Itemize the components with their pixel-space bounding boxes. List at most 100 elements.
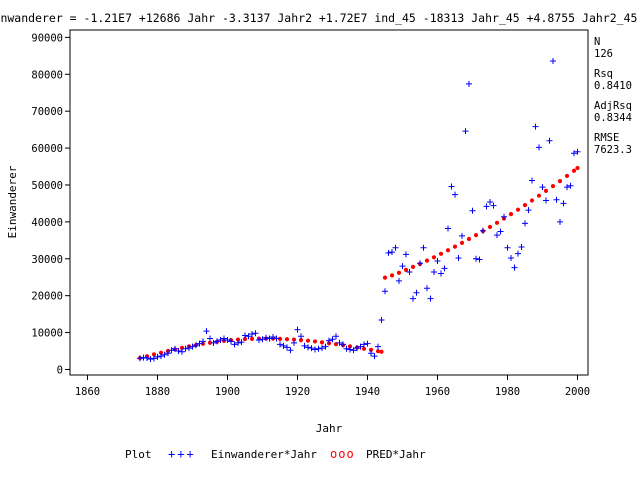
observed-point	[340, 341, 346, 348]
observed-point	[504, 244, 511, 251]
observed-point	[459, 232, 465, 239]
y-tick-label: 20000	[31, 291, 63, 303]
pred-point	[508, 212, 514, 217]
observed-point	[158, 353, 164, 360]
observed-point	[231, 341, 238, 348]
observed-point	[364, 340, 371, 347]
stat-label: Rsq	[594, 68, 613, 80]
observed-point	[137, 355, 143, 362]
observed-point	[151, 355, 157, 362]
pred-point	[452, 244, 458, 249]
observed-point	[193, 342, 199, 349]
observed-point	[308, 345, 315, 352]
observed-point	[210, 339, 217, 346]
observed-point	[336, 339, 343, 346]
observed-point	[322, 343, 329, 350]
observed-point	[389, 249, 395, 256]
pred-point	[403, 267, 409, 272]
observed-point	[455, 255, 462, 262]
observed-point	[287, 347, 294, 354]
observed-point	[501, 213, 507, 220]
observed-point	[228, 338, 234, 345]
plot-frame	[69, 29, 589, 376]
observed-point	[385, 249, 392, 256]
observed-point	[242, 332, 248, 339]
observed-point	[420, 244, 427, 251]
observed-point	[571, 150, 577, 157]
observed-point	[361, 341, 367, 348]
observed-point	[214, 338, 220, 345]
pred-point	[312, 339, 318, 344]
observed-point	[480, 227, 486, 234]
observed-point	[525, 207, 532, 214]
observed-point	[217, 336, 224, 343]
observed-point	[441, 265, 448, 272]
observed-point	[270, 333, 276, 340]
observed-point	[200, 338, 206, 345]
observed-point	[284, 344, 290, 351]
x-tick-label: 1860	[75, 386, 100, 398]
pred-point	[494, 220, 500, 225]
stat-value: 126	[594, 48, 613, 60]
pred-point	[550, 183, 556, 189]
observed-point	[291, 339, 297, 346]
x-tick-label: 1880	[145, 386, 170, 398]
observed-point	[497, 228, 504, 235]
pred-point	[305, 338, 311, 343]
observed-point	[350, 347, 357, 354]
pred-point	[249, 336, 255, 341]
observed-point	[564, 184, 570, 191]
chart-title: Einwanderer = -1.21E7 +12686 Jahr -3.313…	[0, 11, 637, 25]
observed-point	[392, 244, 399, 251]
pred-point	[522, 202, 528, 208]
pred-point	[445, 248, 451, 253]
observed-point	[469, 207, 476, 214]
observed-point	[434, 257, 441, 264]
x-tick-label: 1960	[425, 386, 450, 398]
observed-point	[245, 333, 252, 340]
pred-point	[319, 340, 325, 345]
observed-point	[406, 269, 413, 276]
observed-point	[203, 328, 210, 335]
observed-point	[168, 347, 175, 354]
pred-point	[571, 168, 577, 173]
observed-point	[207, 335, 213, 342]
observed-point	[546, 137, 553, 144]
observed-point	[494, 232, 500, 239]
observed-point	[315, 345, 322, 352]
observed-point	[196, 340, 203, 347]
y-tick-label: 70000	[31, 106, 63, 118]
observed-point	[294, 326, 301, 333]
x-tick-label: 2000	[565, 386, 590, 398]
observed-point	[354, 345, 360, 352]
observed-point	[266, 335, 273, 342]
observed-point	[175, 348, 182, 355]
observed-point	[277, 341, 283, 348]
x-axis-label: Jahr	[316, 422, 343, 435]
observed-point	[235, 339, 241, 346]
observed-point	[179, 348, 185, 355]
y-tick-label: 90000	[31, 32, 63, 44]
observed-point	[378, 317, 385, 324]
legend: Plot +++ Einwanderer*Jahr ooo PRED*Jahr	[125, 447, 426, 461]
observed-point	[476, 256, 483, 263]
observed-point	[452, 191, 458, 198]
y-axis: 0 10000 20000 30000 40000 50000 60000 70000 8000…	[31, 32, 70, 376]
observed-point	[298, 333, 304, 340]
observed-point	[431, 269, 437, 276]
observed-point	[574, 148, 581, 155]
x-tick-label: 1980	[495, 386, 520, 398]
observed-point	[557, 218, 563, 225]
observed-point	[357, 343, 364, 350]
observed-point	[273, 335, 280, 342]
legend-title: Plot	[125, 448, 152, 461]
pred-point	[564, 173, 570, 179]
observed-point	[343, 345, 350, 352]
observed-point	[396, 277, 402, 284]
observed-point	[518, 243, 525, 250]
observed-point	[368, 350, 374, 357]
observed-point	[536, 144, 542, 151]
observed-point	[259, 336, 266, 343]
observed-point	[326, 337, 332, 344]
observed-point	[403, 251, 409, 258]
